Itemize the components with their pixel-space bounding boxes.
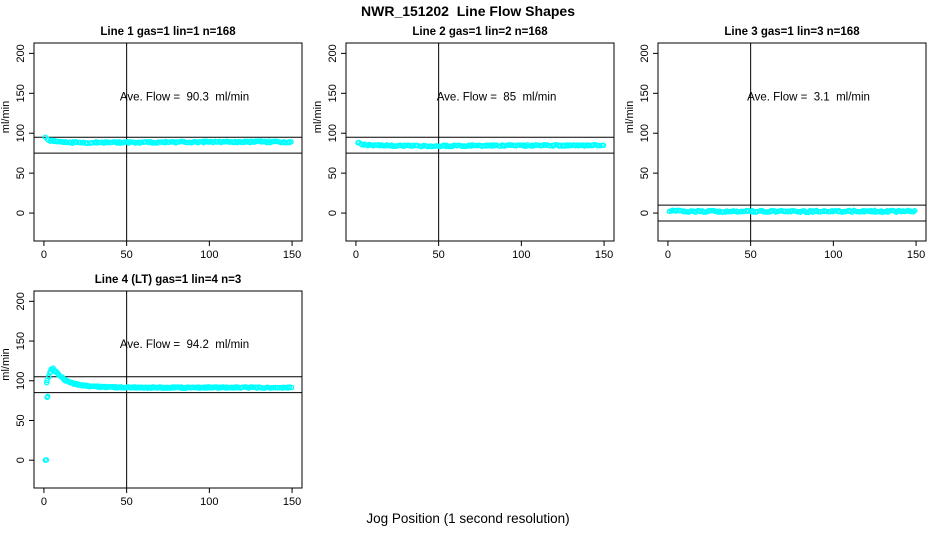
x-tick-label: 150 (283, 496, 301, 508)
x-tick-label: 0 (41, 249, 47, 261)
flow-data-points (42, 134, 294, 146)
y-axis-label: ml/min (312, 101, 324, 133)
y-tick-label: 200 (15, 44, 27, 62)
panel-line3: Line 3 gas=1 lin=3 n=168 0 50 100 150 0 50 100 1… (624, 26, 927, 261)
y-tick-label: 100 (15, 372, 27, 390)
plot-box (345, 42, 615, 242)
x-tick-label: 0 (41, 496, 47, 508)
x-tick-label: 100 (200, 496, 218, 508)
panel-title: Line 2 gas=1 lin=2 n=168 (412, 26, 548, 38)
y-tick-label: 100 (327, 124, 339, 142)
y-axis-label: ml/min (0, 101, 12, 133)
y-tick-label: 0 (327, 210, 339, 216)
plot-box (657, 42, 927, 242)
ave-flow-annotation: Ave. Flow = 94.2 ml/min (120, 339, 249, 351)
x-axis-label: Jog Position (1 second resolution) (366, 511, 570, 526)
y-tick-label: 200 (15, 292, 27, 310)
x-tick-label: 0 (665, 249, 671, 261)
x-tick-label: 100 (200, 249, 218, 261)
y-tick-label: 0 (639, 210, 651, 216)
x-tick-label: 150 (907, 249, 925, 261)
y-tick-label: 50 (15, 167, 27, 179)
x-tick-label: 150 (595, 249, 613, 261)
panel-line4: Line 4 (LT) gas=1 lin=4 n=3 0 50 100 150 0 50 1… (0, 274, 303, 508)
plot-box (33, 290, 303, 489)
y-axis-label: ml/min (624, 101, 636, 133)
y-tick-label: 50 (327, 167, 339, 179)
panel-title: Line 1 gas=1 lin=1 n=168 (100, 26, 236, 38)
panel-title: Line 3 gas=1 lin=3 n=168 (724, 26, 860, 38)
y-tick-label: 150 (15, 332, 27, 350)
flow-data-points (42, 365, 295, 463)
outlier-point (44, 393, 51, 400)
panel-line2: Line 2 gas=1 lin=2 n=168 0 50 100 150 0 50 100 1… (312, 26, 615, 261)
x-tick-label: 50 (121, 249, 133, 261)
x-tick-label: 0 (353, 249, 359, 261)
outlier-point (43, 457, 50, 463)
x-tick-label: 50 (433, 249, 445, 261)
x-tick-label: 100 (512, 249, 530, 261)
ave-flow-annotation: Ave. Flow = 3.1 ml/min (747, 91, 870, 103)
figure-title: NWR_151202 Line Flow Shapes (361, 3, 575, 19)
x-tick-label: 150 (283, 249, 301, 261)
panel-title: Line 4 (LT) gas=1 lin=4 n=3 (95, 274, 241, 286)
ave-flow-annotation: Ave. Flow = 90.3 ml/min (120, 91, 249, 103)
panel-line1: Line 1 gas=1 lin=1 n=168 0 50 100 150 0 50 100 1… (0, 26, 303, 261)
y-tick-label: 50 (15, 414, 27, 426)
y-tick-label: 100 (15, 124, 27, 142)
y-tick-label: 50 (639, 167, 651, 179)
flow-data-points (355, 139, 607, 150)
y-tick-label: 150 (15, 84, 27, 102)
x-tick-label: 50 (745, 249, 757, 261)
x-tick-label: 50 (121, 496, 133, 508)
y-axis-label: ml/min (0, 348, 12, 380)
y-tick-label: 150 (639, 84, 651, 102)
y-tick-label: 200 (327, 44, 339, 62)
ave-flow-annotation: Ave. Flow = 85 ml/min (437, 91, 557, 103)
y-tick-label: 0 (15, 457, 27, 463)
y-tick-label: 0 (15, 210, 27, 216)
x-tick-label: 100 (824, 249, 842, 261)
y-tick-label: 100 (639, 124, 651, 142)
y-tick-label: 150 (327, 84, 339, 102)
flow-data-points (666, 207, 918, 216)
y-tick-label: 200 (639, 44, 651, 62)
plot-box (33, 42, 303, 242)
